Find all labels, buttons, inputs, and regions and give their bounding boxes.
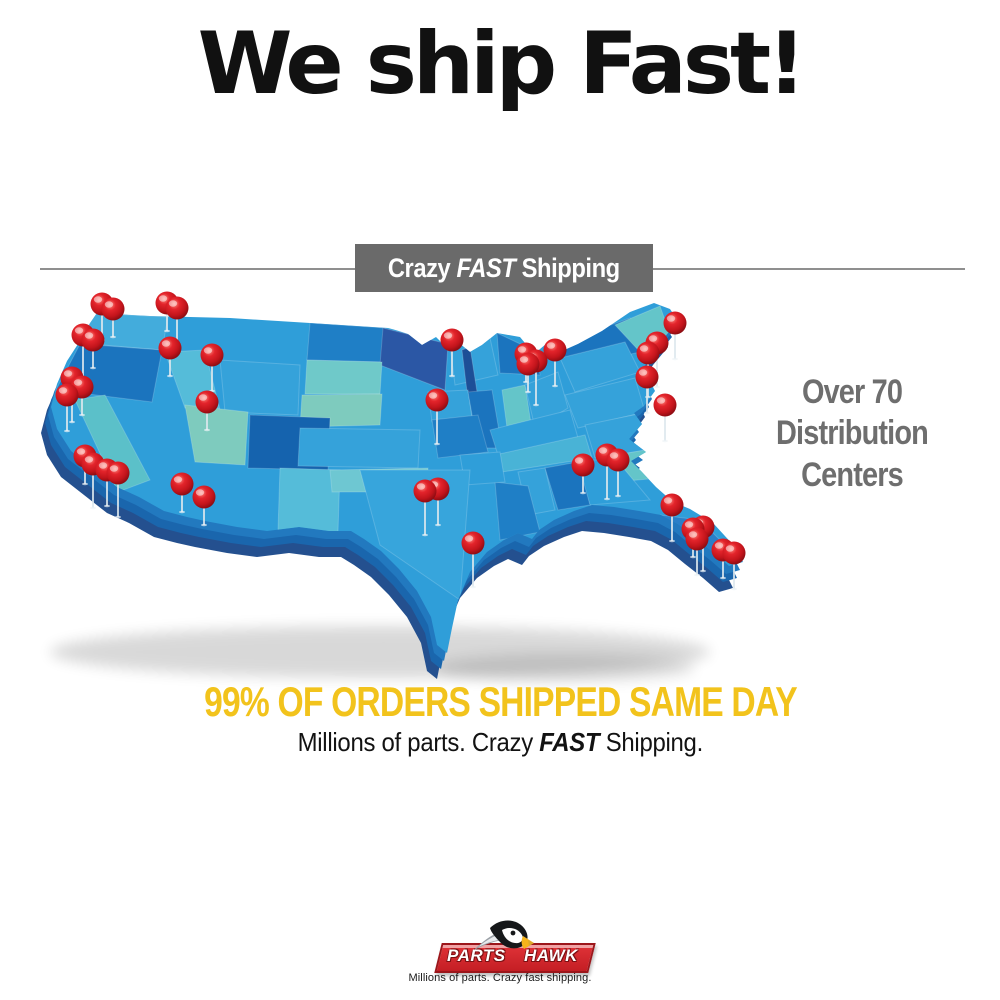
map-pin bbox=[101, 297, 125, 339]
banner-text-prefix: Crazy bbox=[388, 252, 457, 283]
map-pin bbox=[685, 527, 709, 577]
map-pin bbox=[200, 343, 224, 393]
subheadline-suffix: Shipping. bbox=[599, 727, 703, 757]
map-pin bbox=[461, 531, 485, 589]
subheadline-text: Millions of parts. Crazy FAST Shipping. bbox=[297, 727, 703, 758]
map-pin bbox=[195, 390, 219, 432]
banner-text-emphasis: FAST bbox=[456, 252, 516, 283]
map-pin bbox=[635, 365, 659, 415]
map-pin bbox=[81, 328, 105, 370]
shipping-banner: Crazy FAST Shipping bbox=[355, 244, 653, 292]
subheadline-emphasis: FAST bbox=[538, 727, 600, 757]
subheadline-prefix: Millions of parts. Crazy bbox=[297, 727, 539, 757]
map-pin bbox=[425, 388, 449, 446]
map-pin bbox=[571, 453, 595, 495]
map-pin bbox=[413, 479, 437, 537]
map-pin bbox=[106, 461, 130, 519]
callout-line2: Distribution bbox=[776, 414, 929, 453]
map-pin bbox=[663, 311, 687, 361]
partshawk-logo: PARTS HAWK Millions of parts. Crazy fast… bbox=[0, 916, 1000, 996]
map-pin bbox=[543, 338, 567, 388]
map-pin bbox=[606, 448, 630, 498]
map-pin bbox=[55, 383, 79, 433]
map-pin bbox=[722, 541, 746, 591]
map-pin bbox=[440, 328, 464, 378]
map-pin bbox=[660, 493, 684, 543]
callout-line1: Over 70 bbox=[801, 373, 903, 411]
hawk-icon bbox=[474, 920, 534, 950]
map-shadow bbox=[50, 626, 710, 682]
callout-line3: Centers bbox=[801, 455, 904, 494]
logo-tagline: Millions of parts. Crazy fast shipping. bbox=[408, 972, 592, 984]
logo-hawk-text: HAWK bbox=[524, 946, 578, 965]
pin-layer bbox=[55, 291, 746, 591]
logo-parts-text: PARTS bbox=[447, 946, 506, 965]
map-pin bbox=[158, 336, 182, 378]
map-pin bbox=[653, 393, 677, 443]
map-pin bbox=[170, 472, 194, 514]
callout-distribution-centers: Over 70 Distribution Centers bbox=[759, 372, 946, 496]
headline-same-day: 99% OF ORDERS SHIPPED SAME DAY bbox=[0, 678, 1000, 726]
banner-text-suffix: Shipping bbox=[515, 252, 621, 283]
subheadline: Millions of parts. Crazy FAST Shipping. bbox=[0, 727, 1000, 758]
banner-text: Crazy FAST Shipping bbox=[388, 253, 620, 284]
headline-text: 99% OF ORDERS SHIPPED SAME DAY bbox=[203, 678, 798, 725]
map-pin bbox=[192, 485, 216, 527]
map-pin bbox=[516, 352, 540, 394]
page-title: We ship Fast! bbox=[197, 14, 807, 114]
